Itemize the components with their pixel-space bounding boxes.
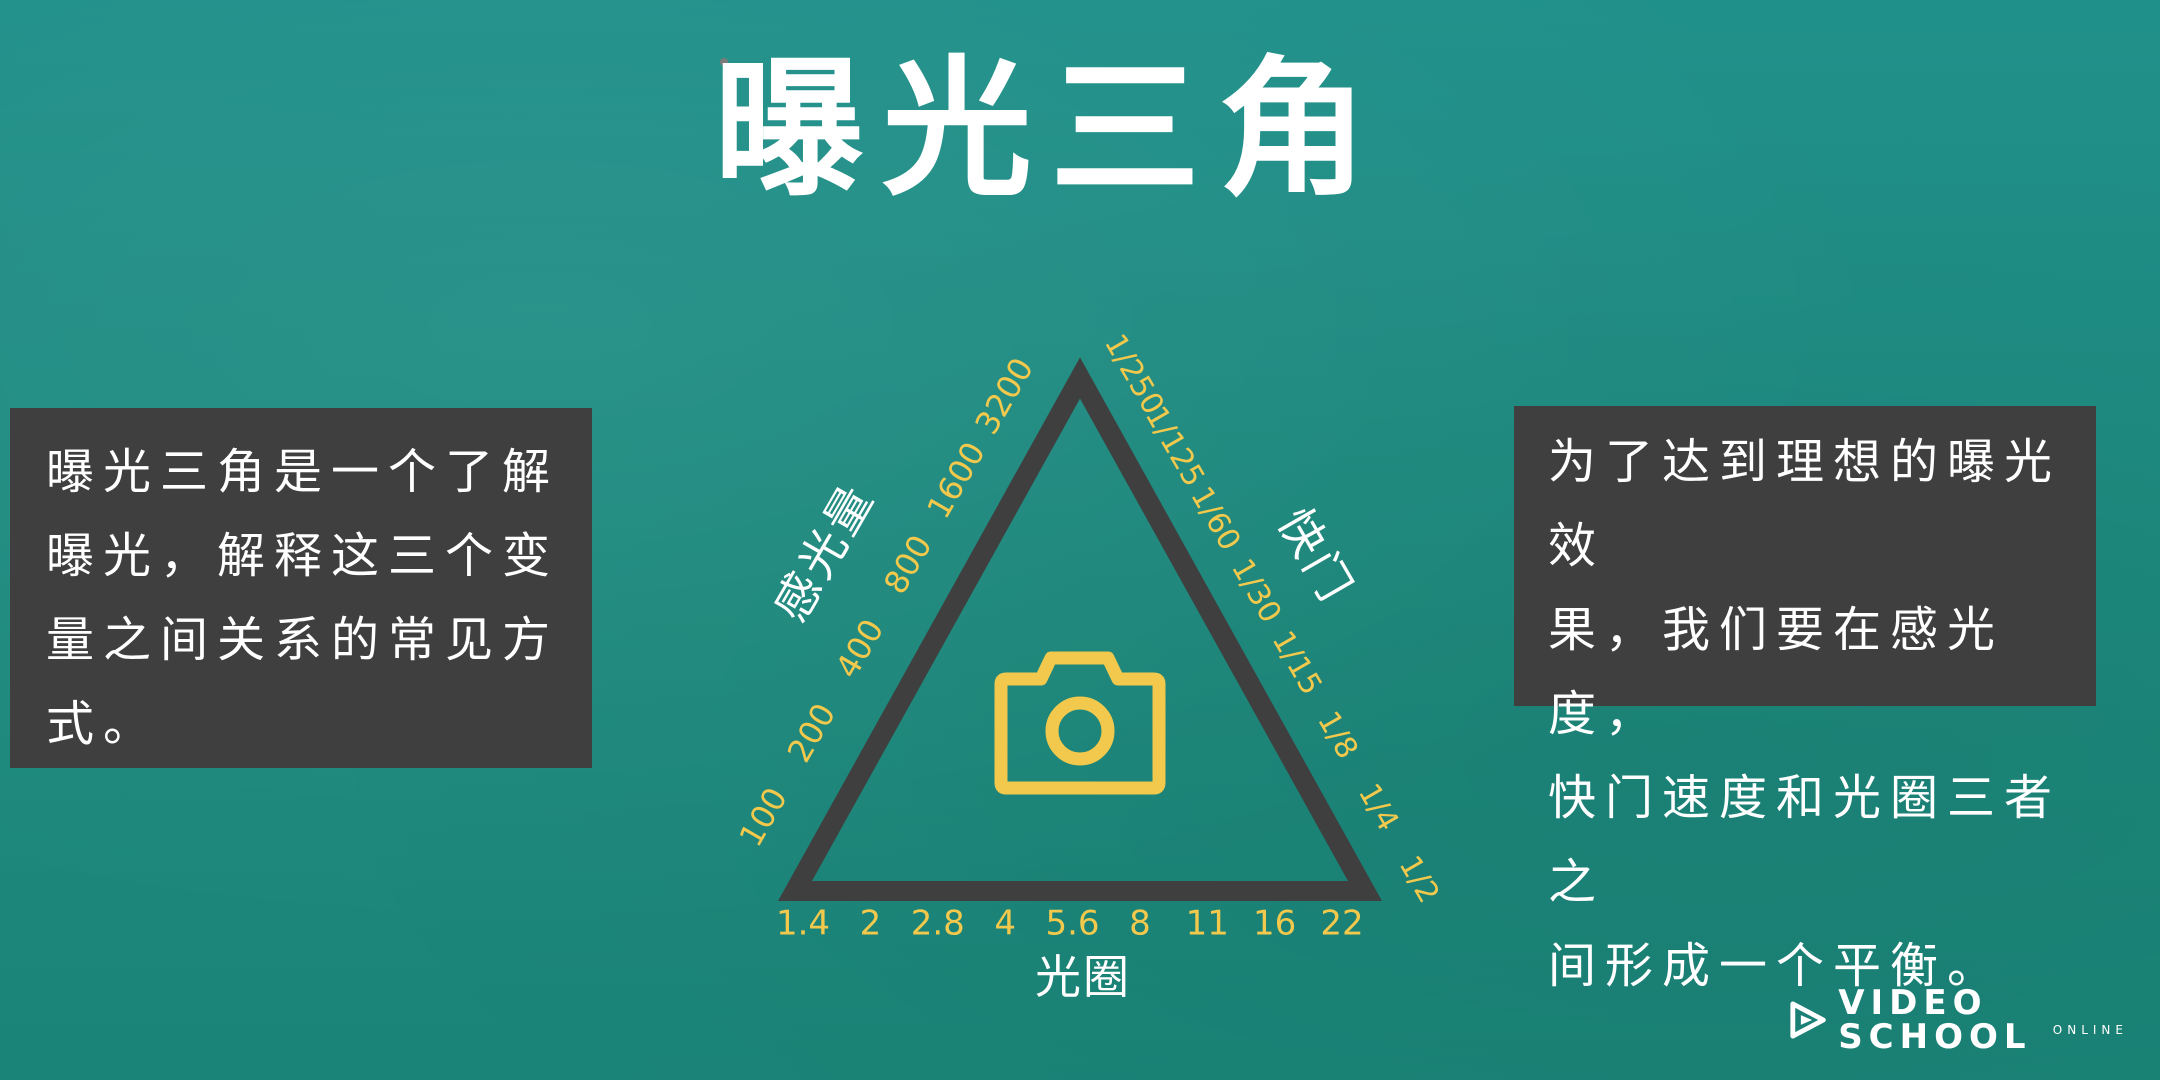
iso-scale-value: 800 xyxy=(876,528,939,600)
intro-line: 量之间关系的常见方 xyxy=(46,612,560,668)
balance-textbox: 为了达到理想的曝光效 果，我们要在感光度， 快门速度和光圈三者之 间形成一个平衡… xyxy=(1514,406,2096,994)
aperture-scale-value: 5.6 xyxy=(1045,904,1099,944)
aperture-scale-value: 8 xyxy=(1129,904,1151,944)
iso-scale-value: 3200 xyxy=(967,351,1041,441)
shutter-scale-value: 1/8 xyxy=(1310,706,1364,765)
logo-name: VIDEO SCHOOL xyxy=(1838,983,2032,1057)
balance-line: 果，我们要在感光度， xyxy=(1548,602,2005,742)
intro-textbox: 曝光三角是一个了解 曝光，解释这三个变 量之间关系的常见方 式。 xyxy=(10,408,592,768)
iso-scale-value: 1600 xyxy=(919,435,993,525)
aperture-scale-value: 11 xyxy=(1186,904,1229,944)
shutter-scale-value: 1/4 xyxy=(1351,778,1405,837)
shutter-scale-value: 1/60 xyxy=(1183,481,1247,557)
camera-icon xyxy=(994,651,1166,795)
shutter-scale-value: 1/30 xyxy=(1224,553,1288,629)
triangle-outline xyxy=(778,357,1382,901)
shutter-axis-label: 快门 xyxy=(1267,499,1364,613)
aperture-scale-value: 2 xyxy=(860,904,882,944)
shutter-scale-value: 1/125 xyxy=(1138,400,1212,492)
logo-sub: ONLINE xyxy=(2052,1023,2128,1037)
iso-scale-value: 100 xyxy=(732,781,795,853)
video-school-logo: VIDEO SCHOOL ONLINE xyxy=(1788,986,2128,1054)
iso-axis-label: 感光量 xyxy=(763,474,885,631)
shutter-scale-value: 1/15 xyxy=(1265,625,1329,701)
aperture-scale-value: 22 xyxy=(1320,904,1363,944)
aperture-scale: 1.4 2 2.8 4 5.6 8 11 16 22 xyxy=(776,904,1364,944)
balance-line: 间形成一个平衡。 xyxy=(1548,938,2005,994)
intro-line: 式。 xyxy=(46,696,161,752)
title-dot xyxy=(720,58,728,66)
shutter-scale-value: 1/2 xyxy=(1392,850,1446,909)
aperture-scale-value: 16 xyxy=(1253,904,1296,944)
aperture-scale-value: 4 xyxy=(994,904,1016,944)
intro-line: 曝光三角是一个了解 xyxy=(46,444,560,500)
slide-title: 曝光三角 xyxy=(713,43,1386,217)
play-logo-icon xyxy=(1790,1001,1826,1039)
aperture-scale-value: 2.8 xyxy=(911,904,965,944)
aperture-axis-label: 光圈 xyxy=(1035,950,1131,1004)
aperture-scale-value: 1.4 xyxy=(776,904,830,944)
iso-scale-value: 200 xyxy=(780,697,843,769)
iso-scale-value: 400 xyxy=(828,613,891,685)
balance-line: 快门速度和光圈三者之 xyxy=(1548,770,2062,910)
balance-line: 为了达到理想的曝光效 xyxy=(1548,434,2062,574)
intro-line: 曝光，解释这三个变 xyxy=(46,528,560,584)
